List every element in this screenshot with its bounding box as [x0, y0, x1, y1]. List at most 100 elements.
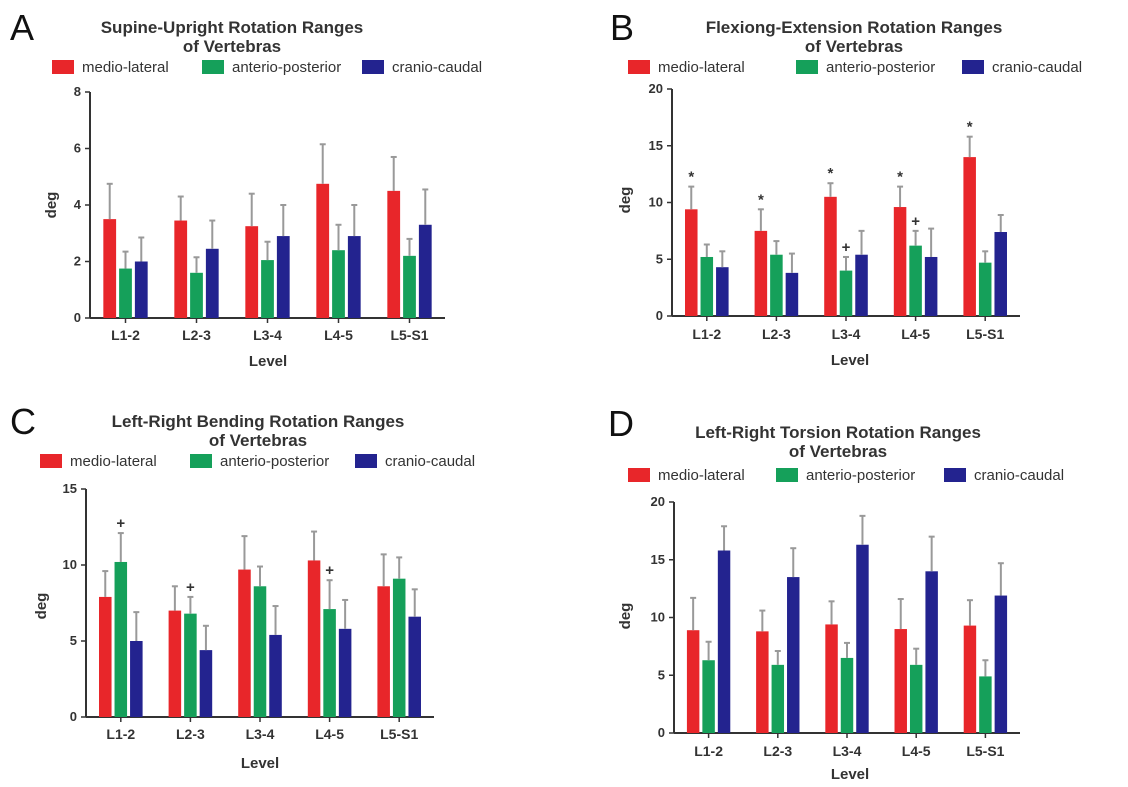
bar: [909, 664, 923, 733]
x-tick-label: L2-3: [182, 327, 211, 343]
bar: [347, 236, 361, 318]
bar: [408, 616, 421, 717]
legend-label: medio-lateral: [658, 467, 745, 484]
x-tick-label: L3-4: [253, 327, 282, 343]
y-tick-label: 8: [74, 84, 81, 99]
legend-label: cranio-caudal: [974, 467, 1064, 484]
bar: [316, 183, 330, 318]
bar: [787, 577, 800, 733]
x-tick-label: L3-4: [832, 326, 861, 342]
legend-swatch: [796, 60, 818, 74]
significance-marker: *: [688, 169, 694, 186]
y-axis-label: deg: [33, 593, 50, 620]
panel-letter: D: [608, 403, 634, 444]
y-tick-label: 10: [63, 557, 77, 572]
bar: [893, 207, 907, 316]
bar: [770, 254, 783, 316]
y-tick-label: 2: [74, 254, 81, 269]
x-axis-label: Level: [831, 766, 869, 783]
legend-swatch: [362, 60, 384, 74]
significance-marker: *: [758, 191, 764, 208]
legend-label: medio-lateral: [70, 453, 157, 470]
legend-label: medio-lateral: [658, 59, 745, 76]
x-tick-label: L2-3: [176, 726, 205, 742]
legend-swatch: [962, 60, 984, 74]
bar: [686, 630, 700, 733]
bar: [199, 650, 213, 717]
x-tick-label: L5-S1: [390, 327, 428, 343]
x-tick-label: L3-4: [246, 726, 275, 742]
x-tick-label: L1-2: [106, 726, 135, 742]
bar: [205, 248, 219, 318]
bar: [338, 628, 352, 717]
bar: [323, 609, 336, 717]
significance-marker: +: [186, 579, 195, 596]
panel-letter: B: [610, 7, 634, 48]
significance-marker: *: [828, 165, 834, 182]
x-tick-label: L4-5: [324, 327, 353, 343]
chart-subtitle: of Vertebras: [789, 442, 887, 461]
legend-label: anterio-posterior: [806, 467, 915, 484]
bar: [716, 267, 729, 316]
y-tick-label: 10: [651, 610, 665, 625]
bar: [924, 256, 938, 316]
bar: [114, 561, 128, 717]
y-tick-label: 6: [74, 141, 81, 156]
y-tick-label: 4: [74, 197, 82, 212]
legend-swatch: [202, 60, 224, 74]
significance-marker: +: [116, 515, 125, 532]
bar: [403, 255, 416, 318]
panel-letter: C: [10, 401, 36, 442]
bar: [702, 660, 715, 733]
y-tick-label: 0: [70, 709, 77, 724]
bar: [839, 270, 853, 316]
bar: [856, 544, 869, 733]
chart-title: Flexiong-Extension Rotation Ranges: [706, 18, 1003, 37]
y-tick-label: 15: [651, 552, 665, 567]
bar: [978, 262, 992, 316]
y-axis-label: deg: [43, 192, 60, 219]
bar: [261, 260, 274, 318]
significance-marker: +: [842, 239, 851, 256]
legend-swatch: [190, 454, 212, 468]
y-axis-label: deg: [617, 603, 634, 630]
bar: [825, 624, 838, 733]
bar: [99, 596, 112, 717]
panel-letter: A: [10, 7, 34, 48]
legend-swatch: [944, 468, 966, 482]
bar: [700, 256, 714, 316]
chart-panel-d: D Left-Right Torsion Rotation Ranges of Ve…: [564, 394, 1128, 787]
y-tick-label: 5: [656, 251, 663, 266]
significance-marker: *: [897, 169, 903, 186]
bar: [771, 664, 785, 733]
y-tick-label: 15: [649, 138, 663, 153]
x-tick-label: L3-4: [833, 743, 862, 759]
x-tick-label: L4-5: [901, 326, 930, 342]
chart-panel-a: A Supine-Upright Rotation Ranges of Verteb…: [0, 0, 564, 393]
bar: [238, 569, 251, 717]
legend-swatch: [40, 454, 62, 468]
bar: [840, 657, 854, 733]
x-tick-label: L5-S1: [966, 743, 1004, 759]
x-tick-label: L1-2: [694, 743, 723, 759]
bar: [717, 550, 731, 733]
bar: [756, 631, 769, 733]
bar: [190, 272, 203, 318]
bar: [307, 560, 321, 717]
x-tick-label: L1-2: [111, 327, 140, 343]
x-tick-label: L2-3: [763, 743, 792, 759]
chart-title: Left-Right Bending Rotation Ranges: [112, 412, 405, 431]
chart-panel-c: C Left-Right Bending Rotation Ranges of Ve…: [0, 394, 564, 787]
chart-title: Supine-Upright Rotation Ranges: [101, 18, 364, 37]
x-tick-label: L2-3: [762, 326, 791, 342]
bar: [245, 226, 259, 318]
bar: [332, 250, 345, 318]
x-tick-label: L1-2: [692, 326, 721, 342]
legend-label: cranio-caudal: [392, 59, 482, 76]
bar: [130, 641, 143, 717]
chart-subtitle: of Vertebras: [209, 431, 307, 450]
y-tick-label: 20: [649, 81, 663, 96]
x-tick-label: L5-S1: [380, 726, 418, 742]
chart-title: Left-Right Torsion Rotation Ranges: [695, 423, 981, 442]
